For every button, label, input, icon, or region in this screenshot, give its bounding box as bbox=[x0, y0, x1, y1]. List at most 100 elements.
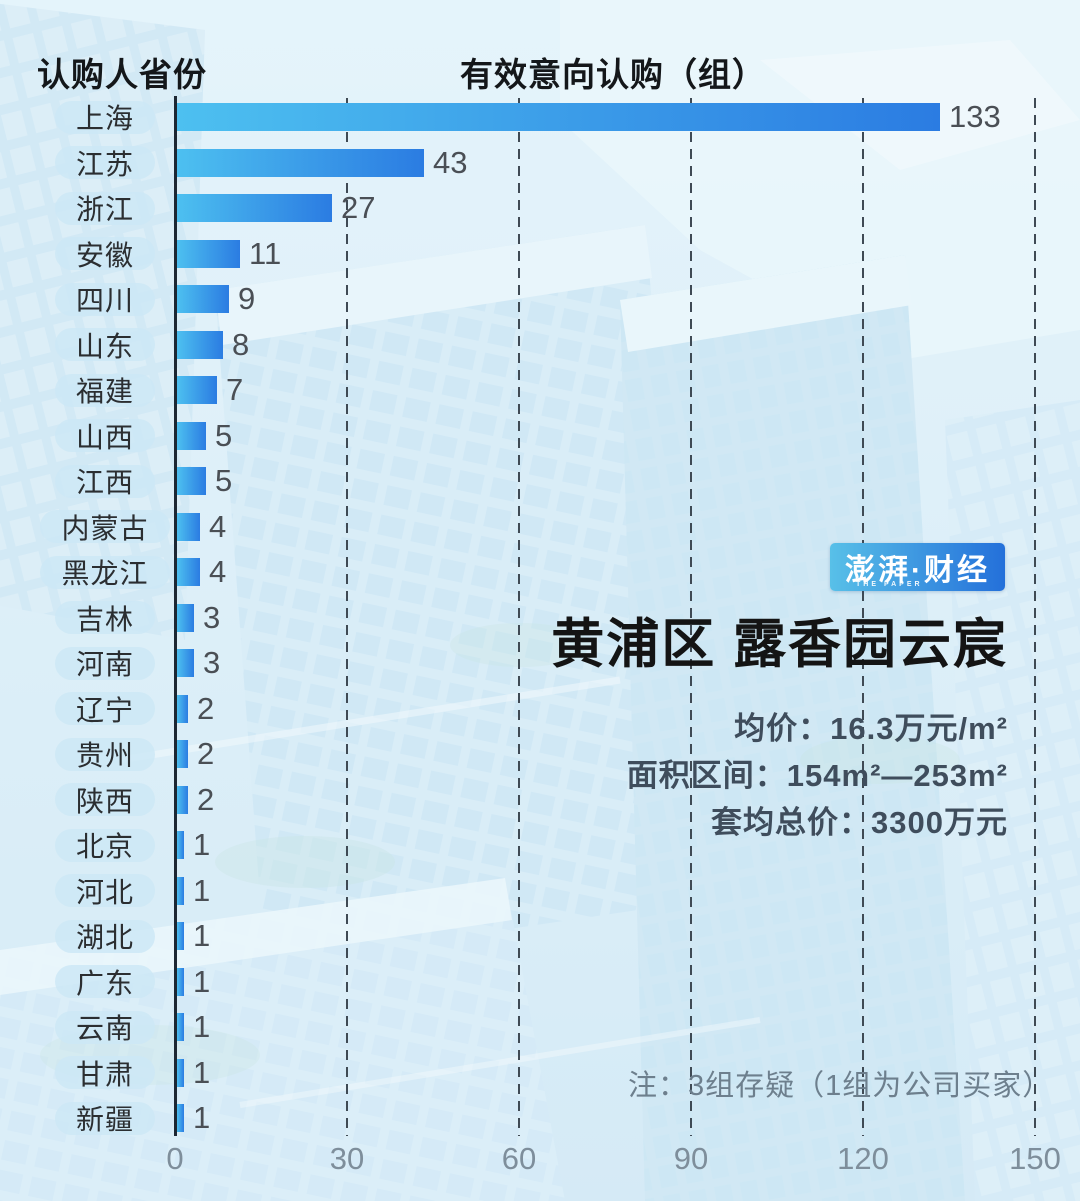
province-pill: 陕西 bbox=[55, 783, 155, 817]
value-label: 7 bbox=[226, 372, 244, 407]
bar-云南 bbox=[177, 1013, 184, 1041]
province-label: 吉林 bbox=[75, 603, 134, 635]
bar-陕西 bbox=[177, 785, 188, 814]
bar-江西 bbox=[177, 467, 206, 495]
x-tick-label-30: 30 bbox=[329, 1141, 365, 1176]
province-label: 新疆 bbox=[75, 1104, 134, 1135]
bar-上海 bbox=[177, 103, 940, 131]
value-label: 3 bbox=[203, 645, 221, 680]
bar-山西 bbox=[177, 421, 206, 450]
bar-福建 bbox=[177, 376, 217, 404]
province-label: 甘肃 bbox=[75, 1058, 134, 1090]
bar-内蒙古 bbox=[177, 512, 200, 541]
property-info-block: 黄浦区 露香园云宸 均价：16.3万元/m² 面积区间：154m²—253m² … bbox=[551, 602, 1008, 846]
bar-辽宁 bbox=[177, 694, 188, 723]
province-pill: 安徽 bbox=[55, 237, 155, 271]
province-label: 黑龙江 bbox=[61, 558, 149, 589]
province-pill: 山东 bbox=[55, 328, 155, 362]
value-label: 8 bbox=[232, 326, 250, 362]
gridline-x-90 bbox=[689, 98, 692, 1136]
province-label: 安徽 bbox=[75, 239, 134, 271]
province-label: 陕西 bbox=[75, 785, 134, 817]
bar-甘肃 bbox=[177, 1058, 184, 1087]
value-label: 1 bbox=[193, 918, 211, 953]
province-pill: 湖北 bbox=[55, 919, 155, 953]
province-pill: 江西 bbox=[55, 464, 155, 498]
bar-山东 bbox=[177, 330, 223, 359]
province-label: 山西 bbox=[75, 421, 134, 453]
province-label: 云南 bbox=[75, 1013, 134, 1044]
gridline-x-150 bbox=[1033, 98, 1036, 1136]
province-pill: 内蒙古 bbox=[40, 510, 170, 544]
province-pill: 新疆 bbox=[55, 1101, 155, 1135]
value-label: 9 bbox=[238, 281, 256, 316]
province-pill: 甘肃 bbox=[55, 1056, 155, 1090]
bar-江苏 bbox=[177, 148, 424, 177]
value-label: 27 bbox=[341, 190, 376, 225]
province-label: 辽宁 bbox=[75, 694, 134, 726]
province-label: 四川 bbox=[75, 285, 134, 316]
logo-subtext: THE PAPER bbox=[856, 581, 923, 588]
province-label: 浙江 bbox=[75, 194, 134, 225]
footnote: 注：3组存疑（1组为公司买家） bbox=[628, 1070, 1053, 1102]
value-label: 1 bbox=[193, 827, 211, 862]
column-header-values: 有效意向认购（组） bbox=[460, 56, 766, 93]
province-pill: 河南 bbox=[55, 646, 155, 680]
gridline-x-120 bbox=[861, 98, 864, 1136]
bar-浙江 bbox=[177, 194, 332, 222]
value-label: 133 bbox=[949, 99, 1001, 134]
value-label: 1 bbox=[193, 872, 211, 908]
province-pill: 贵州 bbox=[55, 737, 155, 771]
stat-area-range: 面积区间：154m²—253m² bbox=[626, 758, 1008, 793]
thepaper-finance-logo: 澎湃·财经 THE PAPER bbox=[830, 543, 1005, 591]
logo-text: 澎湃·财经 bbox=[845, 554, 990, 587]
bar-北京 bbox=[177, 831, 184, 859]
province-pill: 黑龙江 bbox=[40, 555, 170, 589]
bar-贵州 bbox=[177, 740, 188, 768]
province-pill: 山西 bbox=[55, 419, 155, 453]
value-label: 1 bbox=[193, 1100, 211, 1135]
value-label: 2 bbox=[197, 690, 215, 726]
value-label: 4 bbox=[209, 554, 227, 589]
value-label: 2 bbox=[197, 736, 215, 771]
y-axis-line bbox=[174, 96, 177, 1136]
value-label: 43 bbox=[433, 144, 468, 180]
province-label: 山东 bbox=[75, 330, 134, 362]
bar-四川 bbox=[177, 285, 229, 313]
province-pill: 江苏 bbox=[55, 146, 155, 180]
value-label: 4 bbox=[209, 508, 227, 544]
column-header-province: 认购人省份 bbox=[37, 56, 207, 93]
province-pill: 辽宁 bbox=[55, 692, 155, 726]
province-pill: 浙江 bbox=[55, 191, 155, 225]
value-label: 1 bbox=[193, 1009, 211, 1044]
value-label: 2 bbox=[197, 781, 215, 817]
province-label: 福建 bbox=[75, 376, 134, 407]
bar-吉林 bbox=[177, 603, 194, 632]
x-tick-label-60: 60 bbox=[501, 1141, 537, 1176]
province-pill: 福建 bbox=[55, 373, 155, 407]
province-pill: 云南 bbox=[55, 1010, 155, 1044]
value-label: 1 bbox=[193, 963, 211, 999]
gridline-x-30 bbox=[345, 98, 348, 1136]
bar-安徽 bbox=[177, 239, 240, 268]
province-pill: 四川 bbox=[55, 282, 155, 316]
province-label: 湖北 bbox=[75, 922, 134, 953]
province-label: 贵州 bbox=[75, 740, 134, 771]
value-label: 3 bbox=[203, 599, 221, 635]
value-label: 5 bbox=[215, 417, 233, 453]
gridline-x-60 bbox=[517, 98, 520, 1136]
bar-河北 bbox=[177, 876, 184, 905]
province-pill: 上海 bbox=[55, 100, 155, 134]
value-label: 11 bbox=[249, 235, 282, 271]
bar-河南 bbox=[177, 649, 194, 677]
province-pill: 河北 bbox=[55, 874, 155, 908]
x-tick-label-120: 120 bbox=[837, 1141, 889, 1176]
province-label: 江苏 bbox=[75, 148, 134, 180]
province-label: 广东 bbox=[75, 967, 134, 999]
bar-新疆 bbox=[177, 1104, 184, 1132]
value-label: 5 bbox=[215, 463, 233, 498]
